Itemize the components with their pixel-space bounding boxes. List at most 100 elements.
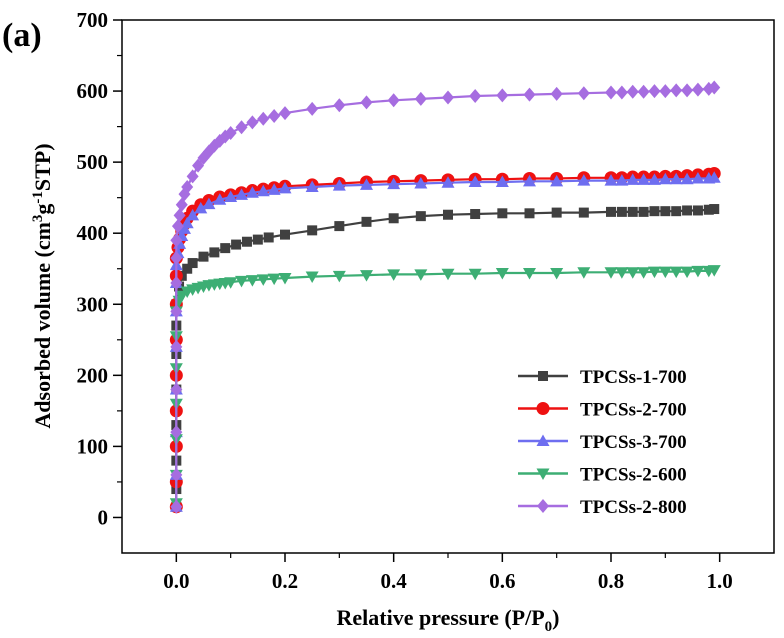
data-point xyxy=(194,201,208,214)
data-point xyxy=(523,267,536,280)
data-point xyxy=(658,266,672,279)
data-point xyxy=(681,83,694,98)
data-point xyxy=(170,304,183,319)
data-point xyxy=(224,125,237,140)
legend-item: TPCSs-1-700 xyxy=(518,367,687,388)
x-tick-labels: 0.0 0.2 0.4 0.6 0.8 1.0 xyxy=(163,569,733,593)
y-axis-title: Adsorbed volume (cm3g-1STP) xyxy=(30,143,55,428)
data-point xyxy=(707,265,721,277)
data-point xyxy=(637,267,651,279)
data-point xyxy=(186,208,200,221)
data-point xyxy=(647,266,661,279)
data-point xyxy=(627,206,638,217)
series-TPCSs-3-700 xyxy=(169,171,721,512)
data-point xyxy=(173,208,186,223)
series-layer xyxy=(169,80,721,514)
data-point xyxy=(170,499,183,514)
y-tick-label: 700 xyxy=(77,8,109,32)
data-point xyxy=(187,258,198,269)
data-point xyxy=(691,171,705,184)
data-point xyxy=(523,174,536,187)
legend-label: TPCSs-3-700 xyxy=(580,432,687,453)
data-point xyxy=(626,84,639,99)
data-point xyxy=(468,268,482,281)
panel-label: (a) xyxy=(2,17,42,54)
data-point xyxy=(523,87,536,102)
data-point xyxy=(670,83,683,98)
legend-item: TPCSs-2-600 xyxy=(518,465,687,486)
data-point xyxy=(414,91,427,106)
x-tick-label: 1.0 xyxy=(707,569,733,593)
legend-label: TPCSs-1-700 xyxy=(580,367,687,388)
data-point xyxy=(626,267,640,279)
data-point xyxy=(170,251,183,266)
data-point xyxy=(469,89,482,104)
data-point xyxy=(495,175,509,188)
data-point xyxy=(257,111,270,126)
data-point xyxy=(235,275,249,288)
legend-marker xyxy=(536,402,550,415)
data-point xyxy=(387,93,400,108)
data-point xyxy=(550,267,564,280)
y-tick-label: 500 xyxy=(77,150,109,174)
data-point xyxy=(333,98,346,113)
legend-item: TPCSs-2-800 xyxy=(518,497,687,518)
data-point xyxy=(496,88,509,103)
data-point xyxy=(387,269,401,281)
data-point xyxy=(388,213,399,224)
data-point xyxy=(442,90,454,105)
data-point xyxy=(268,108,281,123)
data-point xyxy=(443,209,453,220)
data-point xyxy=(577,86,590,101)
legend-item: TPCSs-3-700 xyxy=(518,432,687,453)
data-point xyxy=(441,176,455,188)
data-point xyxy=(360,178,373,190)
data-point xyxy=(170,233,183,248)
series-line xyxy=(175,176,715,507)
data-point xyxy=(241,236,252,247)
axis-ticks xyxy=(113,19,721,562)
data-point xyxy=(709,204,720,215)
data-point xyxy=(616,206,627,217)
data-point xyxy=(267,183,281,195)
data-point xyxy=(231,239,242,250)
data-point xyxy=(414,176,428,189)
data-point xyxy=(170,467,183,482)
data-point xyxy=(361,216,372,227)
series-TPCSs-2-800 xyxy=(170,80,721,514)
data-point xyxy=(707,171,721,183)
data-point xyxy=(495,267,509,280)
data-point xyxy=(604,267,618,279)
data-point xyxy=(637,173,651,185)
legend-item: TPCSs-2-700 xyxy=(518,400,687,421)
y-tick-label: 600 xyxy=(77,79,109,103)
data-point xyxy=(213,193,227,205)
data-point xyxy=(235,188,249,200)
data-point xyxy=(626,173,640,185)
data-point xyxy=(615,85,628,100)
data-point xyxy=(182,263,193,274)
data-point xyxy=(186,169,199,184)
data-point xyxy=(691,82,704,97)
data-point xyxy=(235,120,248,135)
data-point xyxy=(659,84,672,99)
data-point xyxy=(256,184,270,197)
data-point xyxy=(209,247,220,258)
data-point xyxy=(578,207,589,218)
data-point xyxy=(307,225,318,236)
data-point xyxy=(332,179,346,191)
data-point xyxy=(224,190,238,202)
data-point xyxy=(638,206,649,217)
data-point xyxy=(577,267,591,279)
legend-marker xyxy=(538,371,548,381)
data-point xyxy=(441,268,455,281)
data-point xyxy=(170,382,183,397)
data-point xyxy=(170,425,183,440)
data-point xyxy=(360,270,373,282)
data-point xyxy=(497,208,508,219)
data-point xyxy=(692,205,703,216)
data-point xyxy=(198,251,209,262)
y-tick-labels: 0 100 200 300 400 500 600 700 xyxy=(77,8,109,529)
data-point xyxy=(660,206,671,217)
